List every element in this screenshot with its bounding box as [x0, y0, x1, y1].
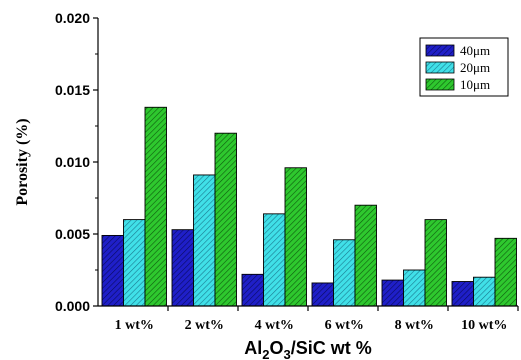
y-ticks-group: 0.000 0.005 0.010 0.015 0.020	[55, 10, 98, 314]
bar-20um	[193, 174, 216, 307]
bar-40um	[311, 282, 334, 307]
bar-10um	[354, 204, 377, 307]
y-tick-label: 0.005	[55, 226, 90, 242]
bar-10um	[494, 237, 517, 307]
x-tick-label: 10 wt%	[461, 318, 507, 333]
bar-40um	[381, 279, 404, 307]
legend-label-40um: 40μm	[460, 43, 490, 58]
legend-swatch-20um	[425, 61, 455, 74]
bar-40um	[451, 281, 474, 307]
x-axis-label-sub-2: 3	[284, 347, 291, 360]
bar-40um	[171, 229, 194, 307]
legend-label-10um: 10μm	[460, 77, 490, 92]
legend-swatch-10um	[425, 78, 455, 91]
bar-40um	[241, 273, 264, 307]
bar-10um	[284, 167, 307, 307]
bar-20um	[403, 269, 426, 307]
legend-label-20um: 20μm	[460, 60, 490, 75]
x-tick-label: 4 wt%	[255, 318, 294, 333]
x-axis-label: Al2O3/SiC wt %	[244, 338, 372, 360]
bar-10um	[424, 219, 447, 307]
bar-10um	[144, 106, 167, 307]
bar-20um	[333, 239, 356, 307]
x-ticks-group: 1 wt% 2 wt% 4 wt% 6 wt% 8 wt% 10 wt%	[115, 306, 519, 333]
y-tick-label: 0.015	[55, 82, 90, 98]
x-tick-label: 8 wt%	[395, 318, 434, 333]
x-tick-label: 1 wt%	[115, 318, 154, 333]
x-axis-label-part-2: O	[269, 338, 283, 358]
x-tick-label: 2 wt%	[185, 318, 224, 333]
y-tick-label: 0.020	[55, 10, 90, 26]
y-tick-label: 0.000	[55, 298, 90, 314]
bar-10um	[214, 132, 237, 307]
y-axis-label: Porosity (%)	[14, 118, 31, 205]
x-axis-label-part-1: Al	[244, 338, 262, 358]
bar-20um	[473, 276, 496, 307]
bar-40um	[101, 234, 124, 307]
legend-swatch-40um	[425, 44, 455, 57]
x-tick-label: 6 wt%	[325, 318, 364, 333]
bar-20um	[263, 213, 286, 307]
y-tick-label: 0.010	[55, 154, 90, 170]
x-axis-label-sub-1: 2	[262, 347, 269, 360]
bar-20um	[123, 219, 146, 307]
x-axis-label-part-3: /SiC wt %	[291, 338, 372, 358]
bars-group	[101, 106, 517, 307]
legend: 40μm 20μm 10μm	[419, 37, 509, 97]
